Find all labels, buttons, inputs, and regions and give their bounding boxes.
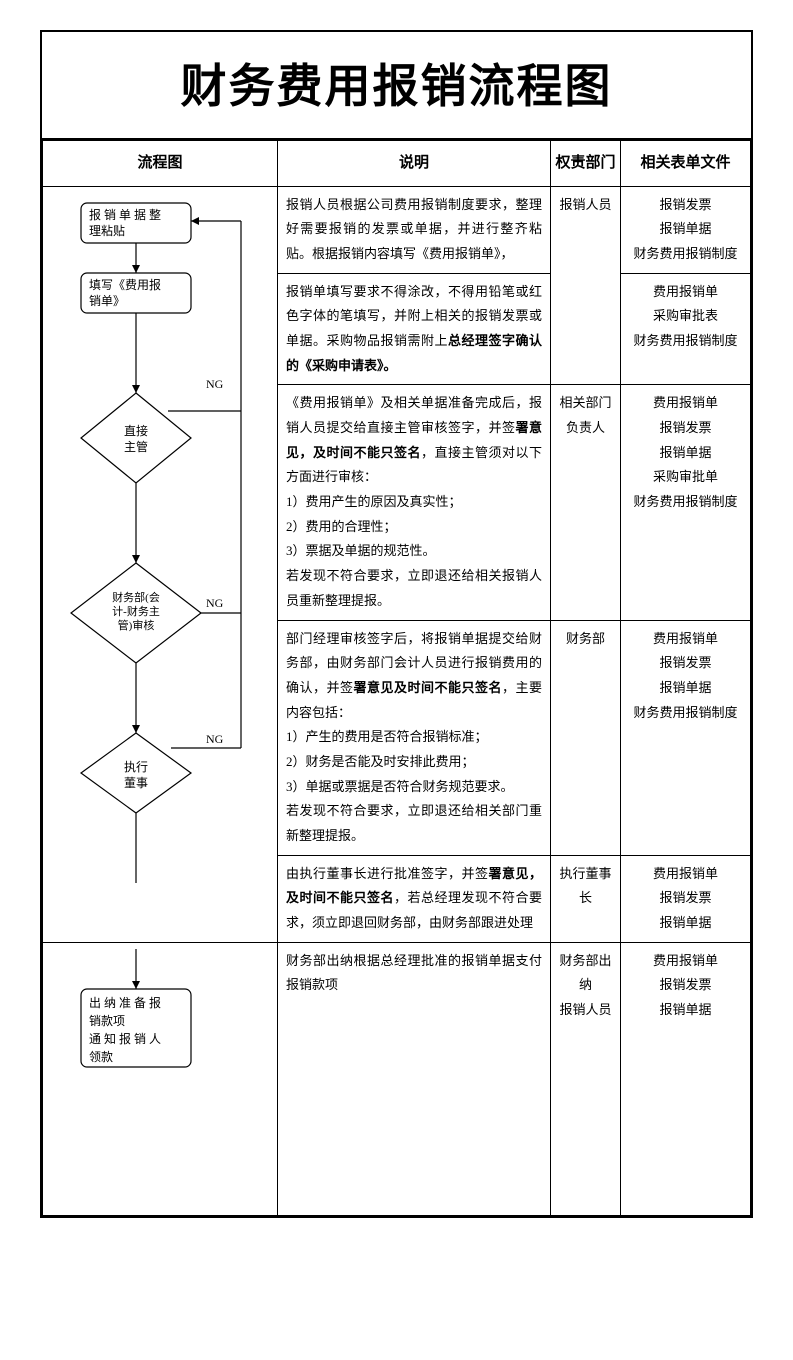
- desc-6: 财务部出纳根据总经理批准的报销单据支付报销款项: [278, 942, 551, 1215]
- dept-4: 财务部: [551, 620, 621, 855]
- svg-text:财务部(会: 财务部(会: [112, 590, 160, 604]
- docs-3: 费用报销单 报销发票 报销单据 采购审批单 财务费用报销制度: [621, 385, 751, 620]
- header-row: 流程图 说明 权责部门 相关表单文件: [43, 141, 751, 187]
- svg-text:销款项: 销款项: [89, 1014, 125, 1028]
- desc-2: 报销单填写要求不得涂改，不得用铅笔或红色字体的笔填写，并附上相关的报销发票或单据…: [278, 273, 551, 385]
- flowchart-cell-upper: 报 销 单 据 整 理粘贴 填写《费用报 销单》 直接 主管: [43, 186, 278, 942]
- svg-text:填写《费用报: 填写《费用报: [89, 277, 161, 292]
- row-6: 出 纳 准 备 报 销款项 通 知 报 销 人 领款 财务部出纳根据总经理批准的…: [43, 942, 751, 1215]
- document-frame: 财务费用报销流程图 流程图 说明 权责部门 相关表单文件 报 销 单 据 整 理…: [40, 30, 753, 1218]
- ng-label-2: NG: [206, 596, 224, 610]
- row-1: 报 销 单 据 整 理粘贴 填写《费用报 销单》 直接 主管: [43, 186, 751, 273]
- flowchart-cell-lower: 出 纳 准 备 报 销款项 通 知 报 销 人 领款: [43, 942, 278, 1215]
- dept-3: 相关部门负责人: [551, 385, 621, 620]
- docs-5: 费用报销单 报销发票 报销单据: [621, 855, 751, 942]
- title-row: 财务费用报销流程图: [42, 32, 751, 140]
- ng-label-1: NG: [206, 377, 224, 391]
- th-desc: 说明: [278, 141, 551, 187]
- svg-text:主管: 主管: [124, 439, 148, 454]
- dept-1: 报销人员: [551, 186, 621, 385]
- ng-label-3: NG: [206, 732, 224, 746]
- docs-1: 报销发票 报销单据 财务费用报销制度: [621, 186, 751, 273]
- docs-2: 费用报销单 采购审批表 财务费用报销制度: [621, 273, 751, 385]
- flow-box1-text: 报 销 单 据 整: [89, 207, 161, 222]
- svg-text:董事: 董事: [124, 776, 148, 790]
- page-title: 财务费用报销流程图: [42, 50, 751, 116]
- desc-3: 《费用报销单》及相关单据准备完成后，报销人员提交给直接主管审核签字，并签署意见，…: [278, 385, 551, 620]
- desc-4: 部门经理审核签字后，将报销单据提交给财务部，由财务部门会计人员进行报销费用的确认…: [278, 620, 551, 855]
- flowchart-svg-lower: 出 纳 准 备 报 销款项 通 知 报 销 人 领款: [51, 949, 286, 1209]
- main-table: 流程图 说明 权责部门 相关表单文件 报 销 单 据 整 理粘贴 填写《费用报: [42, 140, 751, 1216]
- svg-text:理粘贴: 理粘贴: [89, 223, 125, 238]
- flowchart-svg-upper: 报 销 单 据 整 理粘贴 填写《费用报 销单》 直接 主管: [51, 193, 286, 883]
- th-flow: 流程图: [43, 141, 278, 187]
- svg-text:出 纳 准 备 报: 出 纳 准 备 报: [89, 995, 161, 1010]
- docs-4: 费用报销单 报销发票 报销单据 财务费用报销制度: [621, 620, 751, 855]
- svg-text:领款: 领款: [89, 1050, 113, 1064]
- svg-text:计-财务主: 计-财务主: [112, 604, 160, 618]
- svg-text:执行: 执行: [124, 760, 148, 774]
- svg-text:销单》: 销单》: [89, 294, 125, 308]
- docs-6: 费用报销单 报销发票 报销单据: [621, 942, 751, 1215]
- desc-5: 由执行董事长进行批准签字，并签署意见，及时间不能只签名，若总经理发现不符合要求，…: [278, 855, 551, 942]
- dept-5: 执行董事长: [551, 855, 621, 942]
- th-docs: 相关表单文件: [621, 141, 751, 187]
- svg-text:直接: 直接: [124, 423, 148, 438]
- dept-6: 财务部出纳报销人员: [551, 942, 621, 1215]
- svg-text:通 知 报 销 人: 通 知 报 销 人: [89, 1031, 161, 1046]
- desc-1: 报销人员根据公司费用报销制度要求，整理好需要报销的发票或单据，并进行整齐粘贴。根…: [278, 186, 551, 273]
- svg-text:管)审核: 管)审核: [118, 618, 155, 632]
- th-dept: 权责部门: [551, 141, 621, 187]
